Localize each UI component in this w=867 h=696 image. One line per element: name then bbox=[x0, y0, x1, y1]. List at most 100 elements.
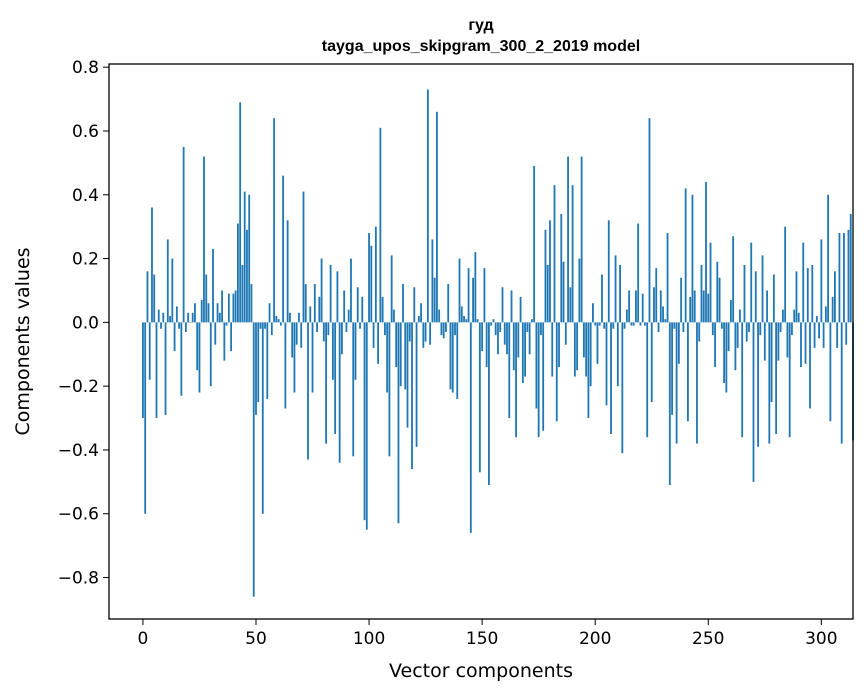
bar-164 bbox=[512, 322, 515, 371]
bar-115 bbox=[402, 284, 404, 323]
bar-178 bbox=[544, 229, 547, 323]
bar-312 bbox=[847, 229, 850, 323]
bar-52 bbox=[259, 322, 262, 329]
bar-162 bbox=[508, 322, 511, 419]
bar-307 bbox=[836, 322, 839, 348]
bar-54 bbox=[264, 322, 266, 329]
bar-186 bbox=[562, 261, 565, 323]
bar-92 bbox=[350, 258, 352, 323]
bar-67 bbox=[293, 322, 296, 393]
bar-series bbox=[142, 89, 854, 597]
bar-163 bbox=[510, 290, 513, 323]
bar-126 bbox=[426, 89, 429, 323]
bar-295 bbox=[809, 322, 811, 409]
bar-242 bbox=[689, 296, 692, 323]
bar-199 bbox=[592, 303, 594, 323]
bar-113 bbox=[397, 322, 400, 524]
bar-270 bbox=[752, 322, 755, 482]
bar-237 bbox=[677, 322, 680, 364]
bar-130 bbox=[436, 111, 438, 323]
bar-121 bbox=[415, 322, 418, 447]
x-tick-label-0: 0 bbox=[138, 629, 149, 649]
bar-167 bbox=[519, 296, 522, 323]
bar-144 bbox=[467, 268, 470, 323]
bar-101 bbox=[370, 245, 373, 323]
bar-2 bbox=[146, 271, 149, 323]
bar-74 bbox=[309, 306, 312, 323]
bar-9 bbox=[162, 312, 165, 323]
bar-111 bbox=[393, 309, 395, 323]
bar-102 bbox=[372, 322, 375, 348]
bar-258 bbox=[725, 322, 728, 393]
bar-261 bbox=[732, 236, 735, 323]
bar-135 bbox=[447, 284, 450, 323]
bar-303 bbox=[827, 194, 830, 323]
bar-136 bbox=[449, 322, 452, 390]
y-tick-label-5: 0.2 bbox=[72, 250, 99, 270]
bar-274 bbox=[761, 255, 764, 323]
chart-title: гуд bbox=[468, 17, 493, 34]
bar-15 bbox=[175, 306, 178, 323]
bar-209 bbox=[614, 255, 617, 323]
bar-82 bbox=[327, 322, 330, 336]
bar-100 bbox=[368, 233, 370, 323]
bar-96 bbox=[359, 322, 361, 329]
y-tick-label-4: 0.0 bbox=[72, 313, 99, 333]
bar-252 bbox=[711, 322, 714, 336]
bar-94 bbox=[354, 322, 357, 380]
bar-203 bbox=[601, 274, 603, 323]
bar-127 bbox=[429, 322, 432, 345]
bar-229 bbox=[659, 290, 662, 323]
bar-155 bbox=[492, 319, 495, 323]
x-tick-label-250: 250 bbox=[692, 629, 724, 649]
bar-313 bbox=[849, 213, 852, 323]
y-tick-label-0: −0.8 bbox=[58, 569, 99, 589]
bar-208 bbox=[612, 322, 615, 329]
bar-228 bbox=[657, 322, 660, 332]
bar-91 bbox=[347, 309, 350, 323]
bar-137 bbox=[451, 322, 454, 393]
bar-206 bbox=[607, 220, 610, 323]
bar-293 bbox=[804, 322, 807, 364]
bar-204 bbox=[603, 322, 606, 329]
bar-37 bbox=[225, 322, 228, 326]
bar-233 bbox=[668, 322, 671, 486]
bar-118 bbox=[408, 322, 411, 342]
bar-34 bbox=[218, 312, 221, 323]
bar-77 bbox=[316, 322, 318, 332]
bar-182 bbox=[553, 185, 556, 323]
bar-85 bbox=[334, 322, 337, 434]
bar-27 bbox=[203, 156, 205, 323]
bar-212 bbox=[621, 322, 624, 454]
bar-281 bbox=[777, 322, 780, 361]
bar-259 bbox=[727, 322, 730, 352]
bar-190 bbox=[571, 185, 574, 323]
bar-95 bbox=[356, 287, 359, 323]
y-tick-label-3: −0.2 bbox=[58, 377, 99, 397]
bar-36 bbox=[223, 322, 226, 361]
bar-198 bbox=[589, 322, 592, 387]
bar-165 bbox=[515, 322, 517, 438]
bar-147 bbox=[474, 252, 477, 323]
bar-279 bbox=[772, 274, 775, 323]
bar-200 bbox=[594, 322, 597, 326]
bar-10 bbox=[164, 322, 167, 415]
bar-269 bbox=[750, 242, 753, 323]
bar-43 bbox=[239, 102, 242, 323]
bar-245 bbox=[696, 322, 698, 444]
bar-215 bbox=[628, 290, 631, 323]
bar-103 bbox=[374, 226, 377, 323]
bar-218 bbox=[635, 290, 637, 323]
bar-50 bbox=[255, 322, 257, 415]
bar-254 bbox=[716, 261, 719, 323]
bar-239 bbox=[682, 322, 685, 332]
bar-105 bbox=[379, 127, 382, 323]
bar-249 bbox=[705, 182, 707, 323]
bar-134 bbox=[445, 322, 447, 332]
bar-87 bbox=[338, 322, 341, 463]
bar-149 bbox=[478, 322, 481, 473]
bar-44 bbox=[241, 264, 244, 323]
bar-157 bbox=[497, 322, 499, 355]
bar-32 bbox=[214, 322, 217, 345]
